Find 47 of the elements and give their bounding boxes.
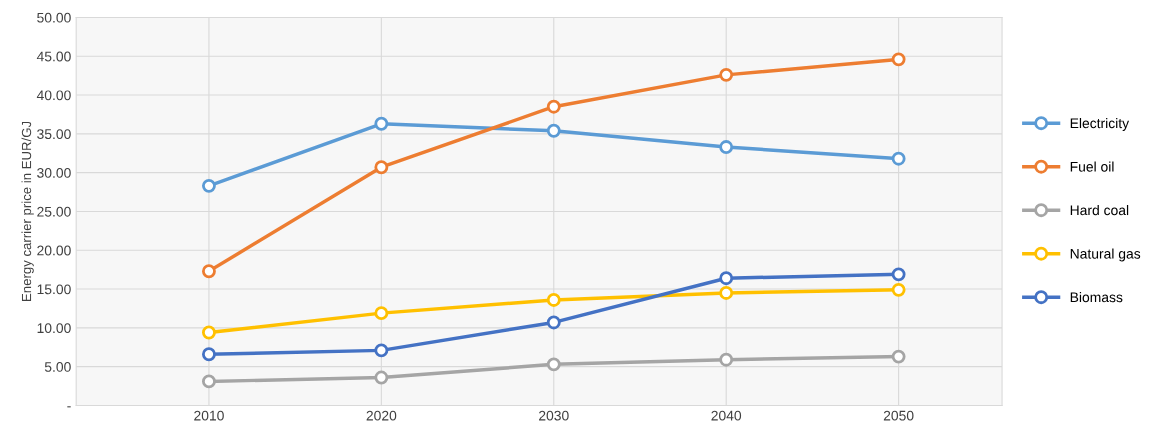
x-tick-label: 2010 xyxy=(194,410,224,421)
point xyxy=(891,267,906,282)
y-tick-label: 35.00 xyxy=(37,129,71,140)
point xyxy=(891,151,906,166)
point xyxy=(719,140,734,154)
y-tick-label: 10.00 xyxy=(37,323,71,334)
point xyxy=(202,178,216,193)
point xyxy=(719,67,734,82)
point xyxy=(719,271,734,286)
legend-label: Fuel oil xyxy=(1070,161,1114,172)
point xyxy=(374,116,389,131)
point xyxy=(891,349,906,364)
legend-label: Biomass xyxy=(1070,291,1123,303)
point xyxy=(374,343,389,358)
point xyxy=(202,347,216,362)
point xyxy=(891,52,906,67)
y-tick-label: 45.00 xyxy=(36,51,71,62)
y-tick-label: 25.00 xyxy=(37,206,71,217)
point xyxy=(374,370,389,385)
y-tick-label: 50.00 xyxy=(37,12,71,23)
y-tick-label: 15.00 xyxy=(37,284,71,295)
point xyxy=(719,286,734,300)
y-tick-label: 5.00 xyxy=(44,362,71,372)
point xyxy=(202,325,216,340)
point xyxy=(719,352,734,367)
y-tick-label: 40.00 xyxy=(36,90,71,101)
legend-label: Electricity xyxy=(1070,117,1130,131)
point xyxy=(374,160,389,175)
x-tick-label: 2020 xyxy=(366,410,397,421)
legend-label: Natural gas xyxy=(1070,248,1141,262)
point xyxy=(202,374,216,389)
point xyxy=(546,315,561,330)
y-tick-label: 30.00 xyxy=(37,167,71,178)
point xyxy=(202,264,216,279)
y-tick-label: 20.00 xyxy=(37,245,71,256)
point xyxy=(374,306,389,321)
point xyxy=(546,357,561,372)
y-axis-title: Energy carrier price in EUR/GJ xyxy=(21,121,34,301)
y-tick-label: - xyxy=(67,406,71,408)
point xyxy=(891,282,906,297)
point xyxy=(546,99,561,114)
x-tick-label: 2030 xyxy=(539,410,569,421)
legend-label: Hard coal xyxy=(1070,204,1129,216)
x-tick-label: 2050 xyxy=(883,410,914,421)
point xyxy=(546,292,561,307)
point xyxy=(546,123,561,138)
x-tick-label: 2040 xyxy=(711,410,742,421)
